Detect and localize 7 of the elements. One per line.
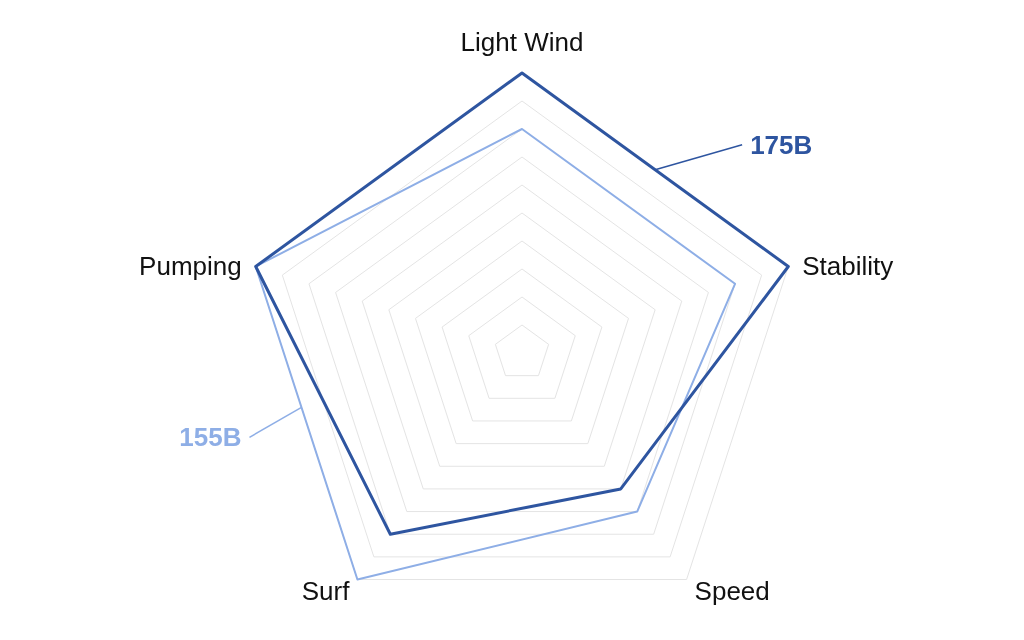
spoke-label: Stability: [802, 251, 894, 282]
spoke-label: Light Wind: [460, 27, 584, 57]
text: 155B: [179, 422, 242, 453]
spoke-label: Pumping: [139, 251, 242, 282]
legend-label: 175B: [750, 129, 813, 160]
spoke-label: Surf: [301, 575, 351, 606]
spoke-label: Speed: [694, 575, 770, 606]
